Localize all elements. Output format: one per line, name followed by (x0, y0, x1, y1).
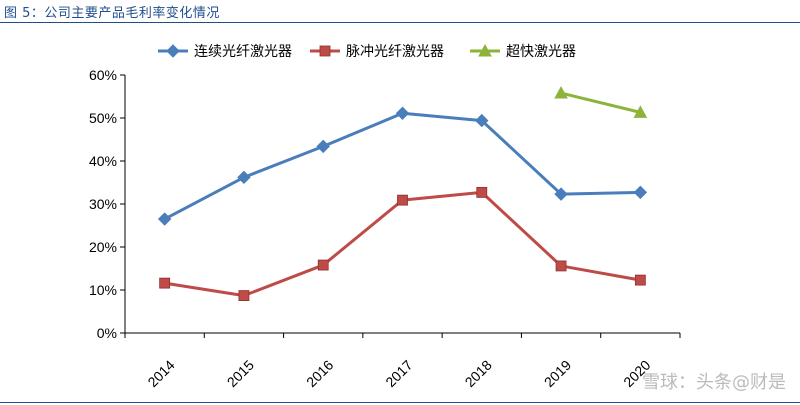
x-tick-label: 2015 (224, 357, 257, 390)
x-tick-label: 2016 (303, 357, 336, 390)
data-point (554, 86, 568, 99)
data-point (159, 277, 171, 289)
x-tick-label: 2018 (462, 357, 495, 390)
bottom-rule (0, 402, 800, 403)
data-point (157, 212, 172, 226)
data-point (237, 170, 251, 185)
data-point (554, 187, 568, 201)
y-tick-label: 30% (89, 196, 117, 212)
legend-marker (319, 45, 331, 57)
legend-label: 超快激光器 (506, 43, 576, 60)
watermark: 雪球：头条@财是 (642, 372, 786, 393)
series-line (560, 91, 641, 114)
series-line (164, 190, 641, 298)
data-point (475, 113, 489, 128)
figure-title: 图 5：公司主要产品毛利率变化情况 (4, 6, 220, 21)
legend-label: 脉冲光纤激光器 (346, 43, 444, 60)
title-rule (0, 22, 800, 23)
data-point (397, 194, 408, 206)
data-point (476, 186, 488, 198)
x-tick-label: 2019 (541, 357, 574, 390)
data-point (316, 139, 330, 154)
data-point (555, 260, 567, 272)
data-point (634, 274, 646, 286)
data-point (317, 259, 329, 271)
y-tick-label: 50% (89, 110, 117, 126)
x-tick-label: 2014 (144, 357, 177, 390)
x-tick-label: 2017 (382, 357, 415, 390)
legend-label: 连续光纤激光器 (194, 43, 292, 60)
data-point (238, 290, 250, 301)
y-tick-label: 20% (89, 239, 117, 255)
y-tick-label: 0% (97, 325, 117, 341)
legend-marker (478, 43, 492, 57)
data-point (395, 106, 410, 120)
data-point (633, 105, 648, 118)
legend-marker (166, 44, 180, 58)
data-point (633, 185, 648, 200)
y-tick-label: 10% (89, 282, 117, 298)
y-tick-label: 40% (89, 153, 117, 169)
y-tick-label: 60% (89, 67, 117, 83)
